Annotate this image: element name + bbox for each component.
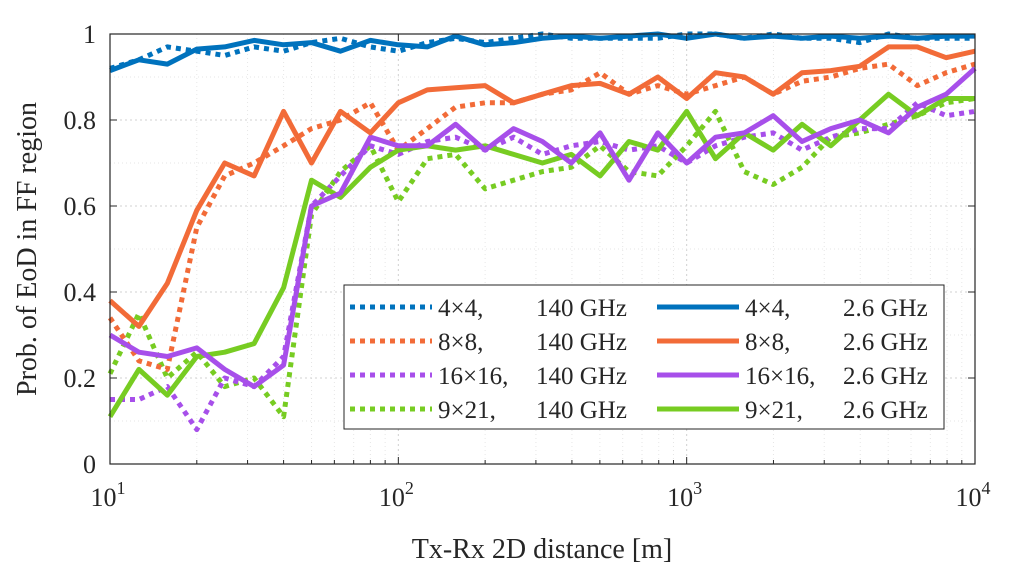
y-tick-label: 0.4 xyxy=(64,278,97,307)
legend-label-size: 16×16, xyxy=(438,363,508,390)
legend-label-freq: 140 GHz xyxy=(536,363,627,390)
legend-label-freq: 140 GHz xyxy=(536,295,627,322)
legend-label-size: 9×21, xyxy=(438,397,496,424)
legend-label-size: 4×4, xyxy=(438,295,483,322)
legend-label-size: 9×21, xyxy=(745,397,803,424)
x-tick-label: 101 xyxy=(91,478,126,512)
y-tick-label: 0.2 xyxy=(64,364,97,393)
legend-label-freq: 140 GHz xyxy=(536,397,627,424)
y-axis-label: Prob. of EoD in FF region xyxy=(12,102,43,396)
legend-label-freq: 2.6 GHz xyxy=(843,363,928,390)
y-tick-label: 0 xyxy=(83,450,96,479)
axis-ticks: 101 102 103 104 0 0.2 0.4 0.6 0.8 1 xyxy=(64,20,991,512)
y-tick-label: 0.8 xyxy=(64,106,97,135)
legend-label-freq: 140 GHz xyxy=(536,329,627,356)
legend-label-size: 8×8, xyxy=(438,329,483,356)
legend-label-freq: 2.6 GHz xyxy=(843,397,928,424)
series-line-s1616s xyxy=(108,66,977,390)
series-line-s921d xyxy=(107,96,976,420)
legend-label-freq: 2.6 GHz xyxy=(843,329,928,356)
legend-label-size: 4×4, xyxy=(745,295,790,322)
series-line-s88s xyxy=(108,44,976,329)
legend-label-size: 16×16, xyxy=(745,363,815,390)
x-tick-label: 102 xyxy=(379,478,414,512)
legend-label-size: 8×8, xyxy=(745,329,790,356)
x-tick-label: 104 xyxy=(956,478,991,512)
legend: 4×4, 140 GHz 8×8, 140 GHz 16×16, 140 GHz 9×21,… xyxy=(343,284,945,430)
legend-label-freq: 2.6 GHz xyxy=(843,295,928,322)
y-tick-label: 1 xyxy=(83,20,96,49)
x-tick-label: 103 xyxy=(667,478,702,512)
series-line-s921s xyxy=(107,91,975,419)
legend-box xyxy=(343,284,945,430)
x-axis-label: Tx-Rx 2D distance [m] xyxy=(412,534,673,565)
y-tick-label: 0.6 xyxy=(64,192,97,221)
plot-frame xyxy=(109,33,976,465)
series-line-s44s xyxy=(109,31,975,73)
